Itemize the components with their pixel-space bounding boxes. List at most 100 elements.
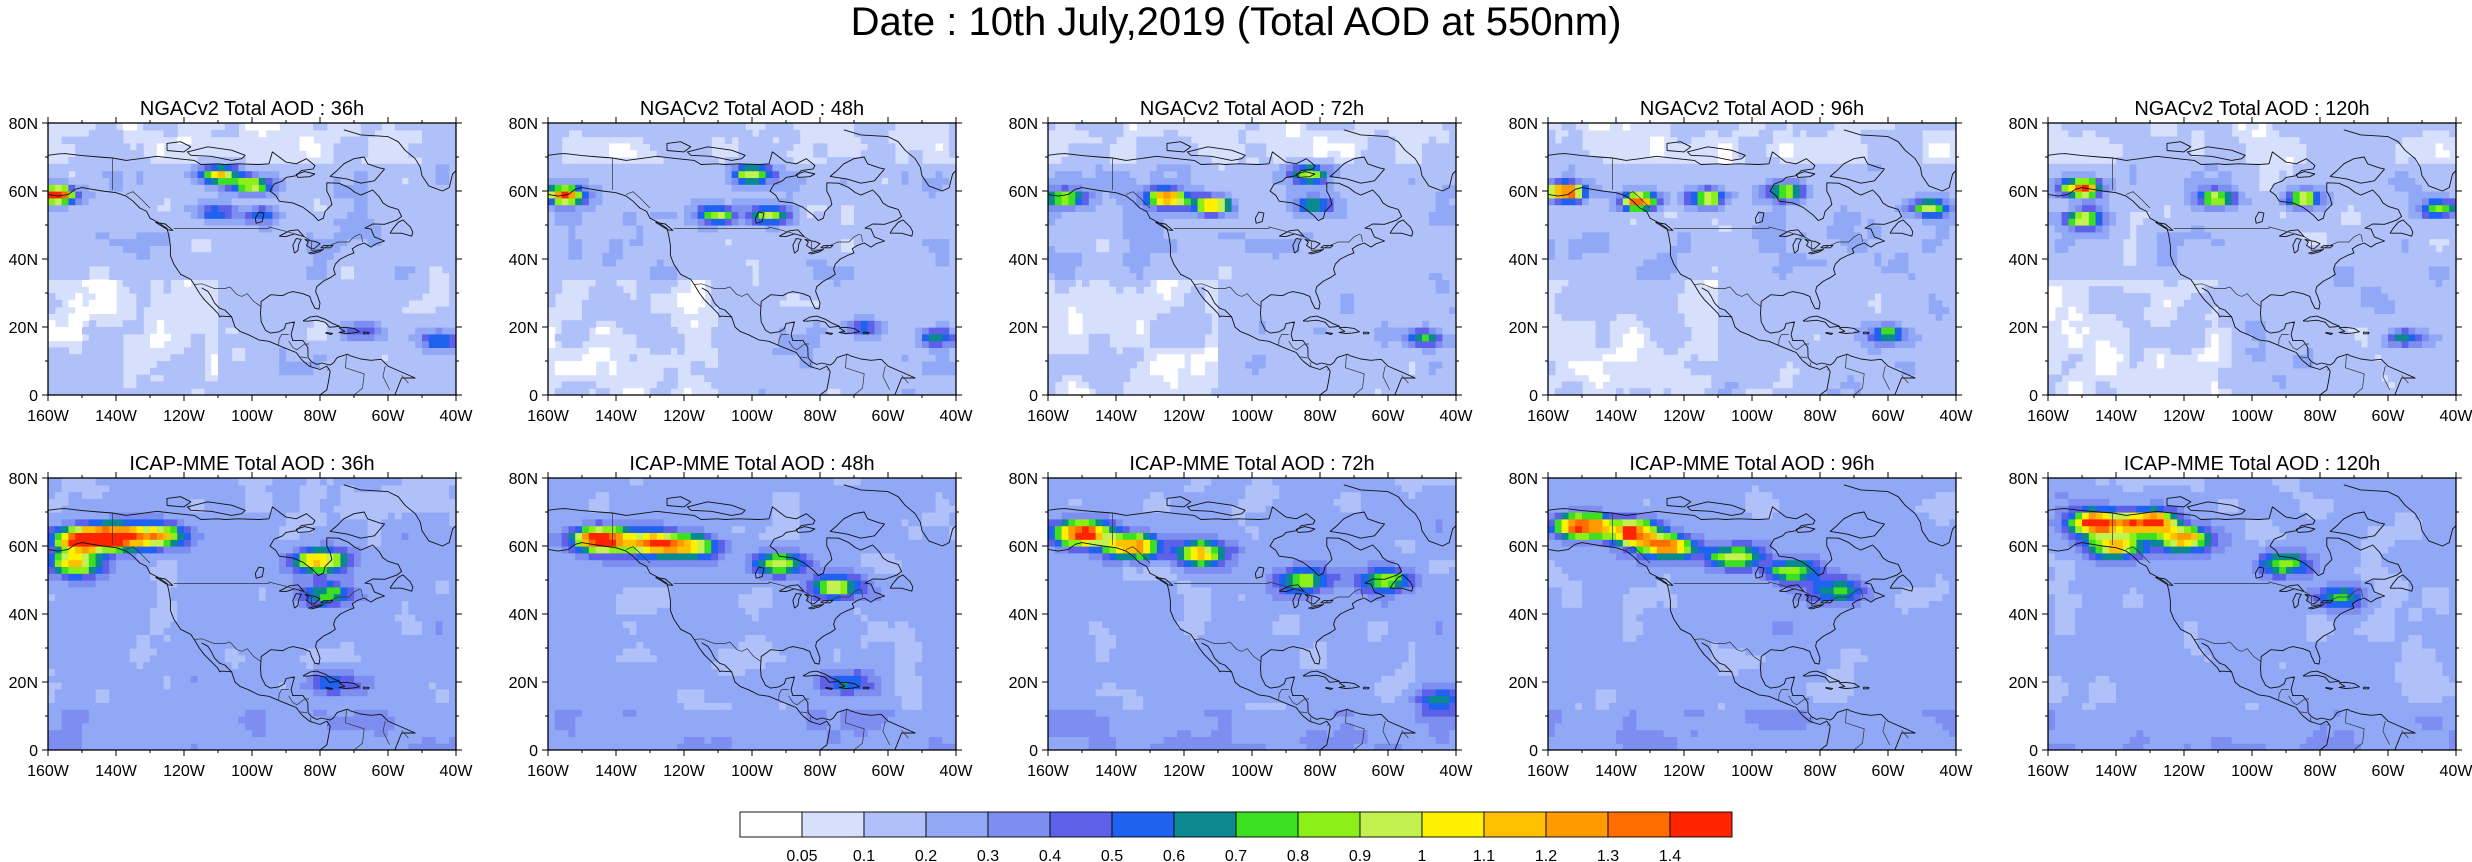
colorbar-box [987, 811, 1051, 838]
colorbar: 0.05 0.1 0.2 0.3 0.4 0.5 0.6 0.7 0.8 0.9 1 1.1 1.2 1.… [739, 811, 1733, 862]
y-tick-label: 0 [29, 388, 38, 405]
coastlines [548, 129, 956, 395]
x-tick-label: 60W [1372, 763, 1406, 780]
axis-ticks: 160W 140W 120W 100W 80W 60W 40W 80N 60N 40N 20N 0 [1509, 471, 1974, 780]
aod-field [48, 478, 456, 750]
colorbar-label: 1.3 [1597, 848, 1619, 862]
x-tick-label: 40W [1940, 408, 1974, 425]
colorbar-box [1669, 811, 1733, 838]
x-tick-label: 160W [2027, 763, 2070, 780]
x-tick-label: 160W [27, 763, 70, 780]
axis-ticks: 160W 140W 120W 100W 80W 60W 40W 80N 60N 40N 20N 0 [9, 471, 474, 780]
y-tick-label: 60N [509, 539, 538, 556]
map-panel-icap-96: ICAP-MME Total AOD : 96h 160W 140W 120W 100W… [1509, 453, 1974, 780]
x-tick-label: 60W [872, 763, 906, 780]
panel-title: NGACv2 Total AOD : 36h [140, 98, 364, 120]
coastlines [48, 484, 456, 750]
panel-title: ICAP-MME Total AOD : 120h [2124, 453, 2380, 475]
x-tick-label: 120W [1163, 408, 1206, 425]
colorbar-label: 0.2 [915, 848, 937, 862]
x-tick-label: 40W [440, 763, 474, 780]
coastlines [1548, 484, 1956, 750]
y-tick-label: 60N [1509, 184, 1538, 201]
x-tick-label: 160W [2027, 408, 2070, 425]
x-tick-label: 140W [95, 408, 138, 425]
x-tick-label: 160W [1027, 763, 1070, 780]
x-tick-label: 160W [1527, 408, 1570, 425]
x-tick-label: 120W [1163, 763, 1206, 780]
coastlines [2048, 129, 2456, 395]
y-tick-label: 80N [1009, 116, 1038, 133]
panel-title: ICAP-MME Total AOD : 48h [629, 453, 874, 475]
x-tick-label: 120W [2163, 408, 2206, 425]
y-tick-label: 40N [9, 252, 38, 269]
y-tick-label: 0 [1529, 388, 1538, 405]
x-tick-label: 80W [304, 408, 338, 425]
colorbar-label: 1.2 [1535, 848, 1557, 862]
x-tick-label: 80W [304, 763, 338, 780]
x-tick-label: 60W [1872, 763, 1906, 780]
y-tick-label: 80N [509, 471, 538, 488]
y-tick-label: 80N [9, 116, 38, 133]
map-panel-icap-48: ICAP-MME Total AOD : 48h 160W 140W 120W 100W… [509, 453, 974, 780]
y-tick-label: 20N [2009, 320, 2038, 337]
y-tick-label: 60N [2009, 539, 2038, 556]
coastlines [1048, 484, 1456, 750]
colorbar-label: 0.3 [977, 848, 999, 862]
y-tick-label: 20N [509, 675, 538, 692]
y-tick-label: 0 [2029, 743, 2038, 760]
x-tick-label: 40W [940, 763, 974, 780]
x-tick-label: 100W [1731, 408, 1774, 425]
y-tick-label: 60N [1509, 539, 1538, 556]
x-tick-label: 100W [731, 408, 774, 425]
colorbar-label: 1 [1418, 848, 1427, 862]
colorbar-box [1111, 811, 1175, 838]
x-tick-label: 80W [2304, 763, 2338, 780]
x-tick-label: 60W [1872, 408, 1906, 425]
y-tick-label: 40N [509, 607, 538, 624]
y-tick-label: 0 [1029, 743, 1038, 760]
colorbar-label: 0.6 [1163, 848, 1185, 862]
coastlines [2048, 484, 2456, 750]
x-tick-label: 100W [1231, 763, 1274, 780]
panel-title: ICAP-MME Total AOD : 36h [129, 453, 374, 475]
y-tick-label: 40N [1009, 252, 1038, 269]
colorbar-box [1607, 811, 1671, 838]
x-tick-label: 140W [1095, 408, 1138, 425]
x-tick-label: 140W [2095, 763, 2138, 780]
y-tick-label: 60N [1009, 539, 1038, 556]
y-tick-label: 60N [9, 539, 38, 556]
x-tick-label: 40W [1440, 408, 1474, 425]
colorbar-label: 0.7 [1225, 848, 1247, 862]
colorbar-label: 0.5 [1101, 848, 1123, 862]
x-tick-label: 120W [163, 763, 206, 780]
colorbar-box [1421, 811, 1485, 838]
colorbar-label: 0.8 [1287, 848, 1309, 862]
panel-title: NGACv2 Total AOD : 72h [1140, 98, 1364, 120]
x-tick-label: 120W [663, 763, 706, 780]
colorbar-box [863, 811, 927, 838]
y-tick-label: 0 [29, 743, 38, 760]
y-tick-label: 20N [9, 320, 38, 337]
x-tick-label: 60W [372, 408, 406, 425]
x-tick-label: 140W [95, 763, 138, 780]
aod-field [2048, 478, 2456, 750]
axis-ticks: 160W 140W 120W 100W 80W 60W 40W 80N 60N 40N 20N 0 [2009, 116, 2472, 425]
colorbar-label: 1.4 [1659, 848, 1681, 862]
aod-field [548, 478, 956, 750]
y-tick-label: 0 [1529, 743, 1538, 760]
x-tick-label: 40W [1940, 763, 1974, 780]
x-tick-label: 100W [1231, 408, 1274, 425]
y-tick-label: 20N [1009, 320, 1038, 337]
y-tick-label: 40N [1509, 607, 1538, 624]
colorbar-box [1545, 811, 1609, 838]
x-tick-label: 40W [2440, 408, 2472, 425]
y-tick-label: 20N [509, 320, 538, 337]
colorbar-box [1359, 811, 1423, 838]
axis-ticks: 160W 140W 120W 100W 80W 60W 40W 80N 60N 40N 20N 0 [9, 116, 474, 425]
x-tick-label: 120W [1663, 408, 1706, 425]
y-tick-label: 20N [1509, 320, 1538, 337]
y-tick-label: 80N [1009, 471, 1038, 488]
colorbar-box [801, 811, 865, 838]
x-tick-label: 100W [2231, 408, 2274, 425]
